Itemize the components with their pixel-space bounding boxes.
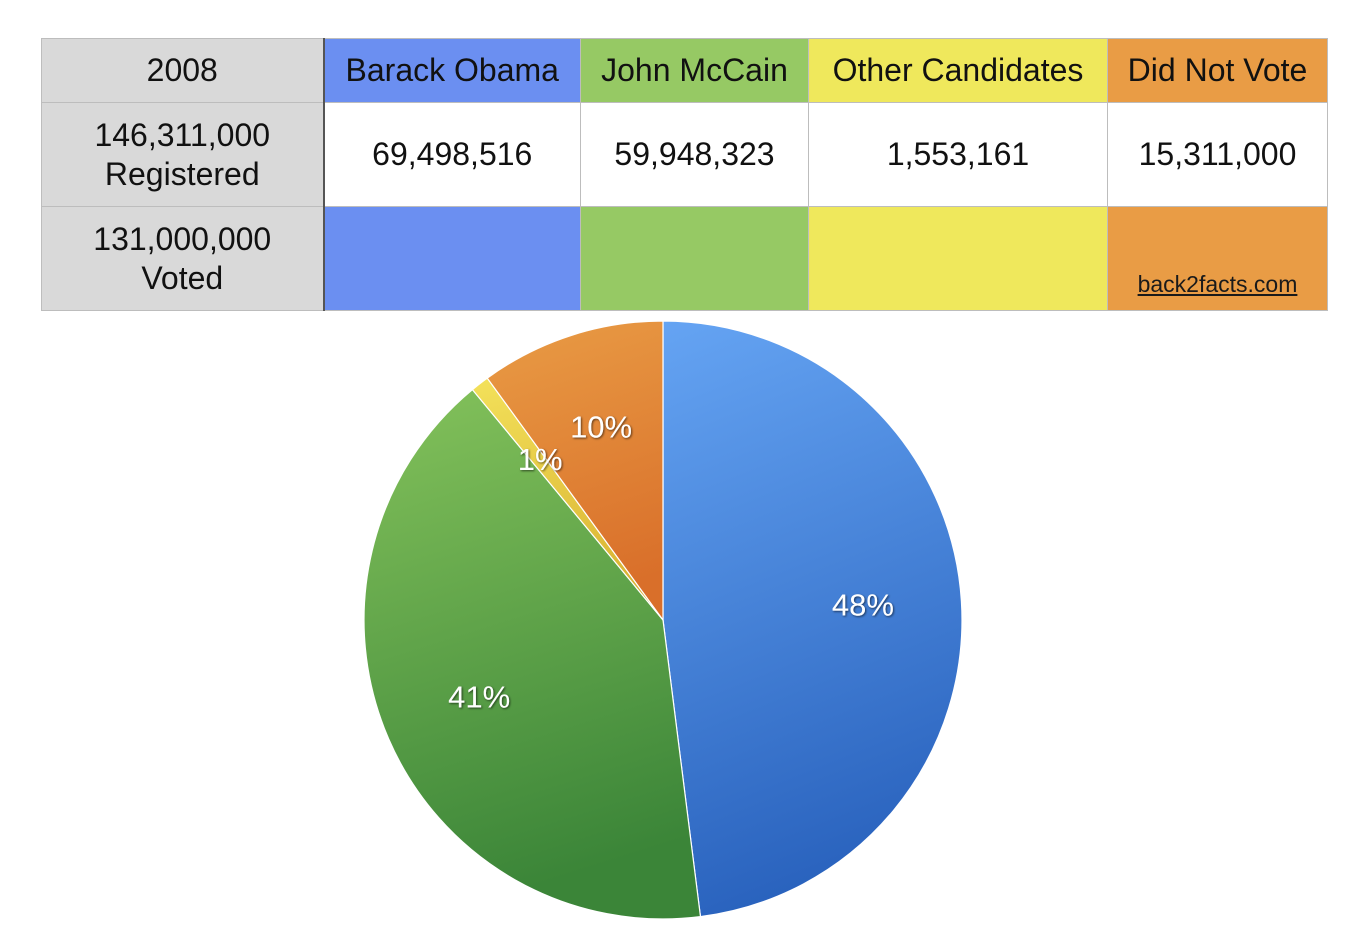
voted-row: 131,000,000 Voted back2facts.com <box>41 206 1328 311</box>
value-mccain: 59,948,323 <box>580 102 809 207</box>
voted-label: Voted <box>141 259 224 296</box>
color-swatch-mccain <box>580 206 809 311</box>
pie-slice-mccain <box>363 388 702 920</box>
year-cell: 2008 <box>41 38 325 103</box>
table-header-row: 2008 Barack Obama John McCain Other Cand… <box>41 38 1328 103</box>
pie-label-obama: 48% <box>832 588 894 623</box>
color-swatch-did-not-vote: back2facts.com <box>1107 206 1328 311</box>
pie-labels: 48% 41% 1%10% <box>448 410 894 715</box>
color-swatch-obama <box>323 206 581 311</box>
pie-slice-other <box>471 377 664 621</box>
color-swatch-other <box>808 206 1108 311</box>
registered-row-header: 146,311,000 Registered <box>41 102 325 207</box>
registered-row: 146,311,000 Registered 69,498,516 59,948… <box>41 102 1328 207</box>
value-obama: 69,498,516 <box>323 102 581 207</box>
voted-row-header: 131,000,000 Voted <box>41 206 325 311</box>
column-header-mccain: John McCain <box>580 38 809 103</box>
column-header-did-not-vote: Did Not Vote <box>1107 38 1328 103</box>
column-header-other: Other Candidates <box>808 38 1108 103</box>
value-did-not-vote: 15,311,000 <box>1107 102 1328 207</box>
registered-count: 146,311,000 <box>94 116 271 153</box>
value-other: 1,553,161 <box>808 102 1108 207</box>
pie-slices <box>363 320 963 920</box>
registered-label: Registered <box>104 155 260 192</box>
watermark-link[interactable]: back2facts.com <box>1137 271 1298 297</box>
results-table: 2008 Barack Obama John McCain Other Cand… <box>41 38 1328 311</box>
pie-slice-obama <box>662 320 963 918</box>
pie-label-mccain: 41% <box>448 680 510 715</box>
column-header-obama: Barack Obama <box>323 38 581 103</box>
voted-count: 131,000,000 <box>93 220 272 257</box>
pie-slice-did-not-vote <box>486 320 664 622</box>
pie-label-did-not-vote: 10% <box>570 410 632 445</box>
pie-label-other: 1% <box>518 442 563 477</box>
